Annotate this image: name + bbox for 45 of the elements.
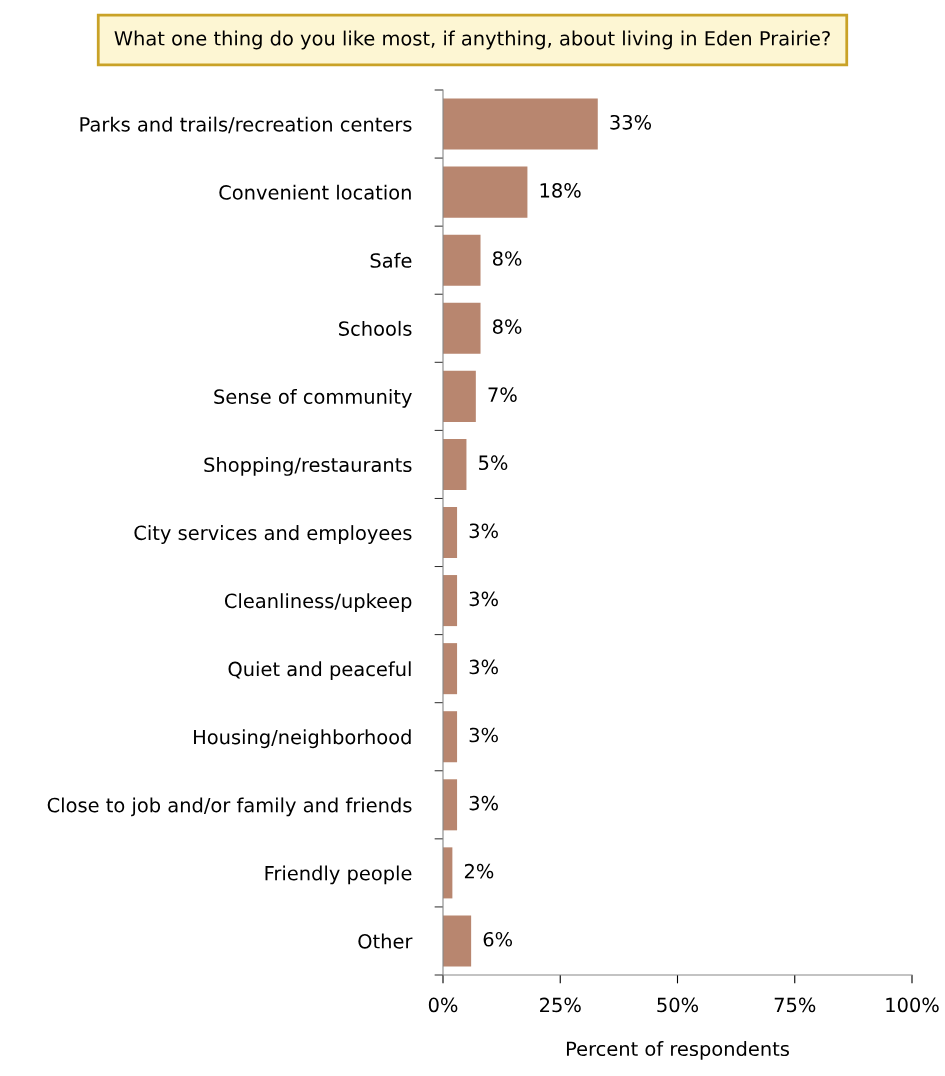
- data-label: 5%: [479, 455, 508, 471]
- bar: [443, 234, 481, 286]
- x-tick-label: 100%: [886, 997, 939, 1013]
- data-label: 3%: [469, 727, 498, 743]
- data-label: 8%: [492, 251, 522, 266]
- y-tick-label: Parks and trails/recreation centers: [80, 116, 412, 134]
- chart-title: What one thing do you like most, if anything, about living in Eden Prairie?: [114, 30, 830, 50]
- bar: [443, 438, 467, 490]
- bar: [443, 575, 458, 627]
- bar: [443, 370, 476, 422]
- y-tick-label: Other: [358, 933, 413, 949]
- y-tick-label: Schools: [339, 320, 412, 336]
- data-label: 3%: [469, 523, 498, 539]
- x-tick-label: 50%: [657, 997, 699, 1013]
- y-tick-label: Shopping/restaurants: [204, 457, 412, 476]
- y-tick-label: City services and employees: [134, 525, 412, 544]
- bar: [443, 711, 458, 763]
- data-label: 33%: [610, 114, 652, 130]
- y-tick-label: Convenient location: [219, 184, 411, 200]
- data-label: 7%: [488, 387, 517, 402]
- x-axis-title: Percent of respondents: [566, 1041, 789, 1060]
- data-label: 18%: [540, 183, 581, 198]
- y-tick-label: Friendly people: [265, 865, 412, 885]
- y-tick-label: Quiet and peaceful: [228, 661, 411, 681]
- bar: [443, 302, 481, 354]
- bar: [443, 643, 458, 695]
- data-label: 6%: [483, 931, 513, 947]
- y-tick-label: Housing/neighborhood: [194, 729, 411, 749]
- y-tick-label: Cleanliness/upkeep: [224, 593, 412, 613]
- data-label: 2%: [464, 863, 494, 879]
- data-label: 3%: [469, 795, 498, 811]
- y-tick-label: Safe: [370, 252, 412, 268]
- x-tick-label: 0%: [428, 997, 458, 1013]
- bar: [443, 166, 528, 218]
- bar: [443, 915, 472, 967]
- bar: [443, 506, 458, 559]
- bar: [443, 779, 458, 831]
- y-tick-label: Sense of community: [214, 388, 412, 408]
- x-tick-label: 75%: [774, 997, 816, 1013]
- data-label: 3%: [469, 591, 498, 607]
- data-label: 3%: [469, 659, 498, 675]
- x-tick-label: 25%: [540, 997, 581, 1013]
- y-tick-label: Close to job and/or family and friends: [47, 797, 412, 817]
- bar: [443, 98, 598, 150]
- data-label: 8%: [492, 319, 522, 334]
